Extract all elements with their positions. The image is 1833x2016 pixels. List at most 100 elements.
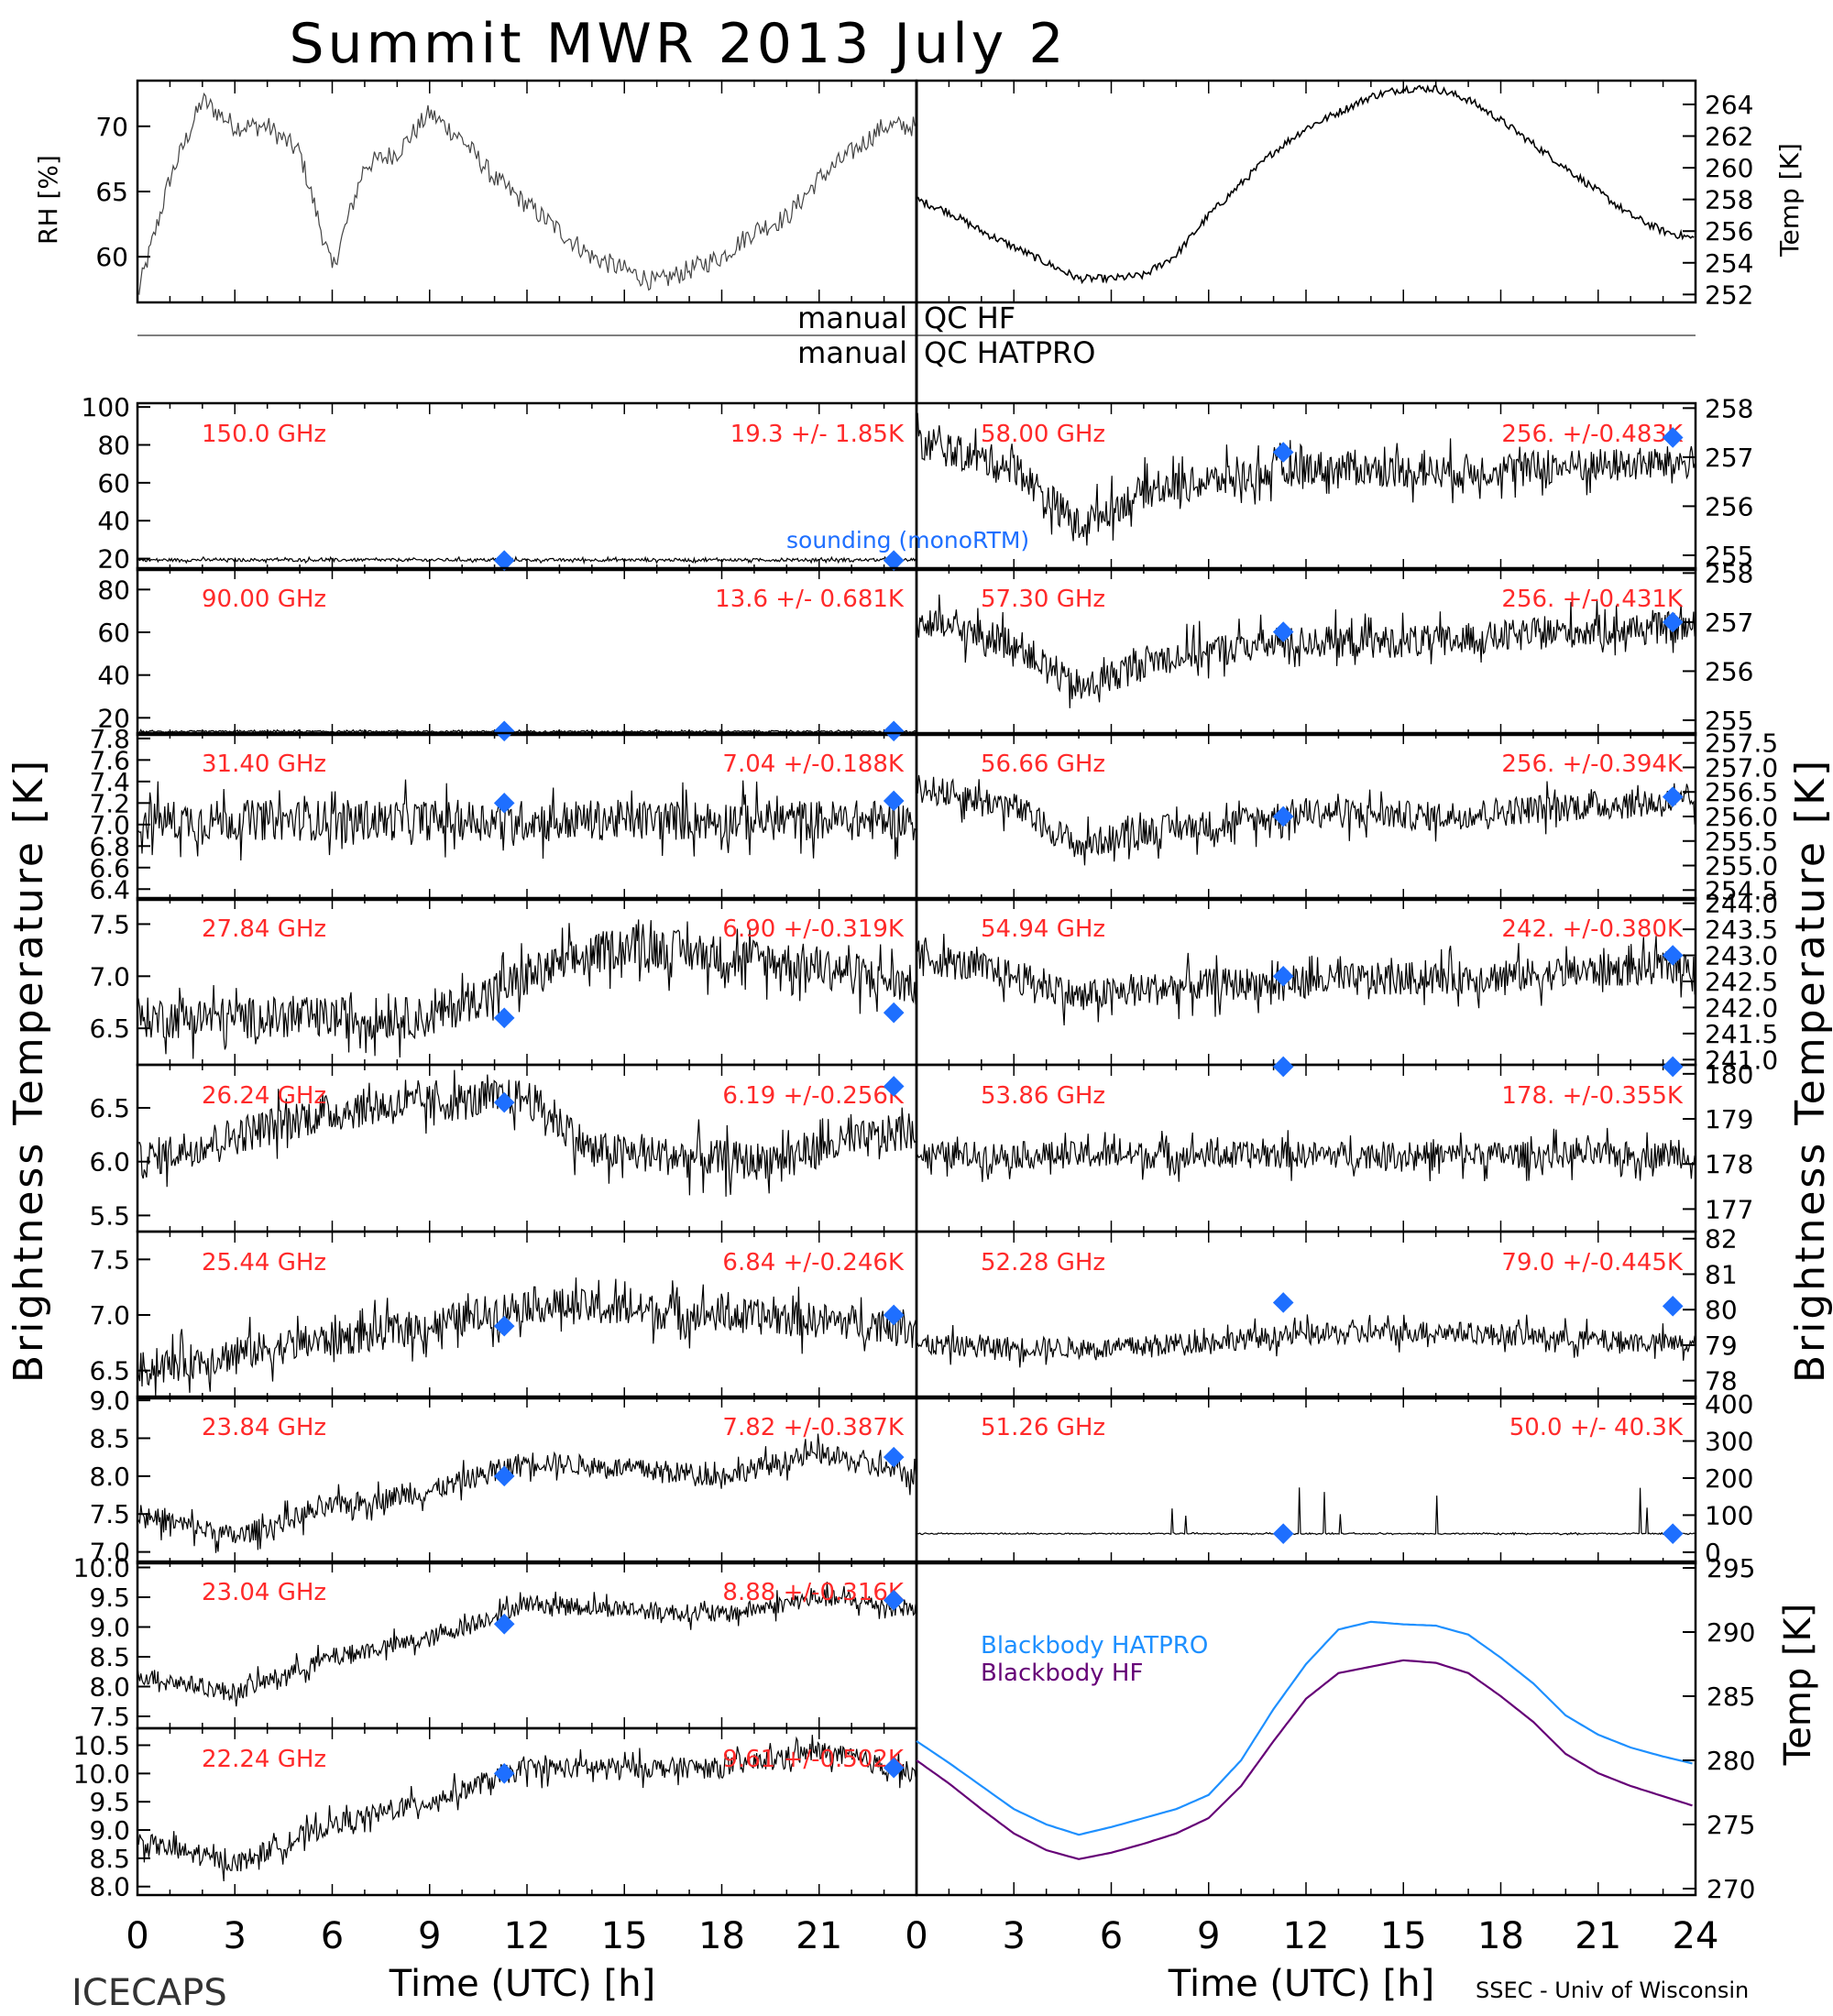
x-axis-label-left: Time (UTC) [h]: [389, 1963, 655, 2005]
frequency-label: 90.00 GHz: [202, 586, 326, 613]
sounding-marker: [1272, 1292, 1294, 1313]
qc-hatpro-label: QC HATPRO: [924, 335, 1095, 370]
footer-right: SSEC - Univ of Wisconsin: [1476, 1978, 1749, 2003]
stat-label: 50.0 +/- 40.3K: [1509, 1414, 1684, 1441]
tb-panel-right-5: 78 79 80 81 82 52.28 GHz 79.0 +/-0.445K: [915, 1224, 1738, 1400]
y-tick-label: 10.0: [73, 1553, 130, 1583]
y-tick-label: 0: [1705, 1538, 1721, 1568]
y-tick-label: 7.0: [89, 1300, 130, 1331]
stat-label: 7.04 +/-0.188K: [722, 751, 905, 778]
sounding-marker: [883, 1076, 905, 1097]
y-tick-label: 178: [1705, 1149, 1753, 1179]
y-tick-label: 7.4: [89, 767, 130, 797]
x-tick-label: 3: [1003, 1915, 1026, 1957]
y-tick-label: 9.5: [89, 1583, 130, 1613]
tb-series-line: [916, 773, 1696, 866]
frequency-label: 26.24 GHz: [202, 1082, 326, 1110]
tb-series-line: [916, 412, 1696, 546]
y-tick-label: 7.0: [89, 1538, 130, 1568]
tb-panel-left-2: 6.46.66.87.07.27.47.67.8 31.40 GHz 7.04 +/…: [89, 724, 918, 904]
y-tick-label: 242.0: [1705, 992, 1778, 1023]
y-tick-label: 100: [1705, 1500, 1753, 1530]
bb-legend-hf: Blackbody HF: [981, 1660, 1143, 1687]
y-tick-label: 290: [1707, 1617, 1755, 1648]
tb-panel-right-6: 0 100 200 300 400 51.26 GHz 50.0 +/- 40.3K: [915, 1389, 1753, 1568]
sounding-marker: [1662, 945, 1684, 966]
y-tick-label: 262: [1705, 122, 1753, 152]
sounding-marker: [883, 1002, 905, 1024]
frequency-label: 31.40 GHz: [202, 751, 326, 778]
x-tick-label: 9: [1197, 1915, 1220, 1957]
sounding-marker: [1662, 611, 1684, 633]
y-tick-label: 6.4: [89, 874, 130, 904]
y-tick-label: 258: [1705, 393, 1753, 423]
y-tick-label: 6.5: [89, 1093, 130, 1123]
tb-series-line: [916, 594, 1696, 708]
stat-label: 256. +/-0.483K: [1501, 421, 1684, 448]
tb-series-line: [137, 779, 916, 861]
qc-hatpro-manual: manual: [797, 335, 907, 370]
y-tick-label: 257.0: [1705, 752, 1778, 783]
sounding-marker: [883, 1446, 905, 1468]
bb-ylabel: Temp [K]: [1777, 1604, 1819, 1767]
frequency-label: 56.66 GHz: [981, 751, 1105, 778]
stat-label: 6.90 +/-0.319K: [722, 915, 905, 943]
y-tick-label: 242.5: [1705, 967, 1778, 997]
y-tick-label: 10.5: [73, 1731, 130, 1761]
y-tick-label: 9.0: [89, 1613, 130, 1643]
y-tick-label: 80: [1705, 1295, 1738, 1325]
y-tick-label: 60: [97, 618, 130, 648]
y-tick-label: 20: [97, 703, 130, 733]
y-tick-label: 80: [97, 575, 130, 605]
frequency-label: 52.28 GHz: [981, 1249, 1105, 1276]
right-ylabel: Brightness Temperature [K]: [1787, 758, 1833, 1383]
x-tick-label: 9: [418, 1915, 441, 1957]
x-tick-label: 18: [1477, 1915, 1524, 1957]
tb-series-line: [137, 1069, 916, 1197]
sounding-marker: [493, 1763, 515, 1784]
x-tick-label: 21: [1575, 1915, 1621, 1957]
tb-panel-left-5: 6.5 7.0 7.5 25.44 GHz 6.84 +/-0.246K: [89, 1230, 918, 1400]
frequency-label: 51.26 GHz: [981, 1414, 1105, 1441]
y-tick-label: 243.5: [1705, 915, 1778, 945]
y-tick-label: 256: [1705, 656, 1753, 686]
y-tick-label: 6.6: [89, 853, 130, 883]
y-tick-label: 7.0: [89, 961, 130, 992]
x-tick-label: 15: [601, 1915, 648, 1957]
y-tick-label: 241.0: [1705, 1045, 1778, 1075]
sounding-marker: [493, 720, 515, 742]
stat-label: 79.0 +/-0.445K: [1501, 1249, 1684, 1276]
stat-label: 9.61 +/-0.502K: [722, 1746, 905, 1773]
temp-panel-frame: [915, 79, 1697, 304]
sounding-marker: [1272, 442, 1294, 463]
brightness-panels: 20 40 60 80 100 150.0 GHz 19.3 +/- 1.85K 20 40 60…: [73, 392, 1779, 1904]
y-tick-label: 6.5: [89, 1013, 130, 1044]
y-tick-label: 258: [1705, 558, 1753, 588]
y-tick-label: 7.0: [89, 810, 130, 840]
x-axes: 0 3 6 9 12 15 18 21 0 3 6 9 12 15 18 21 24: [126, 1915, 1718, 1957]
y-tick-label: 256.5: [1705, 777, 1778, 807]
y-tick-label: 256: [1705, 491, 1753, 521]
y-tick-label: 275: [1707, 1810, 1755, 1840]
tb-series-line: [137, 1277, 916, 1397]
sounding-label: sounding (monoRTM): [786, 527, 1029, 553]
y-tick-label: 5.5: [89, 1200, 130, 1231]
y-tick-label: 255: [1705, 541, 1753, 571]
y-tick-label: 70: [95, 112, 128, 142]
x-tick-label: 6: [321, 1915, 344, 1957]
x-tick-label: 24: [1673, 1915, 1719, 1957]
sounding-marker: [1272, 1056, 1294, 1078]
sounding-marker: [493, 793, 515, 814]
stat-label: 178. +/-0.355K: [1501, 1082, 1684, 1110]
blackbody-series-line: [916, 1620, 1693, 1836]
y-tick-label: 200: [1705, 1463, 1753, 1494]
x-tick-label: 21: [796, 1915, 842, 1957]
frequency-label: 23.04 GHz: [202, 1579, 326, 1606]
y-tick-label: 78: [1705, 1366, 1738, 1397]
tb-panel-left-4: 5.5 6.0 6.5 26.24 GHz 6.19 +/-0.256K: [89, 1063, 918, 1233]
tb-series-line: [916, 1127, 1696, 1182]
y-tick-label: 179: [1705, 1104, 1753, 1134]
y-tick-label: 300: [1705, 1427, 1753, 1457]
